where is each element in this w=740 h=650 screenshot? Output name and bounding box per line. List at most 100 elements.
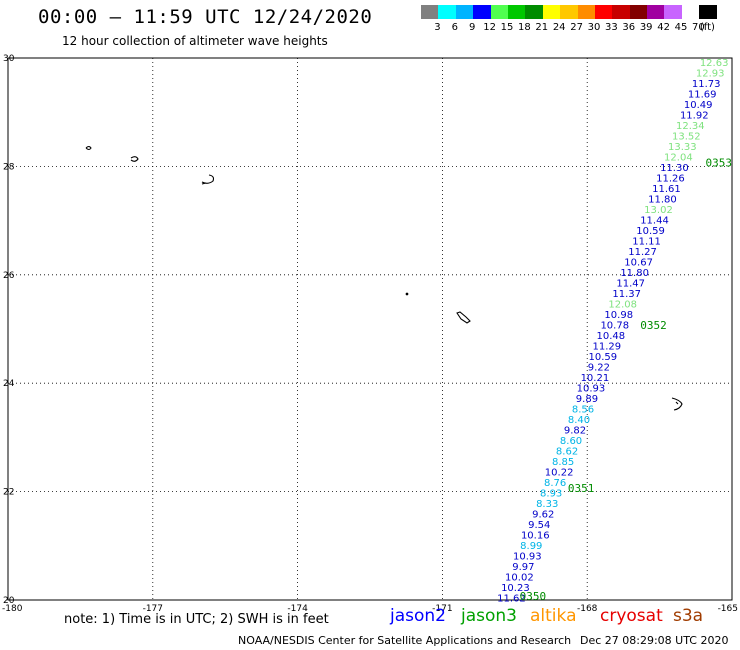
swh-value: 10.93: [577, 383, 606, 394]
credit-date: Dec 27 08:29:08 UTC 2020: [580, 634, 729, 647]
swh-value: 8.62: [556, 446, 578, 457]
legend-swatch: [647, 5, 665, 19]
legend-swatch: [664, 5, 682, 19]
legend-swatch: [421, 5, 439, 19]
swh-value: 11.44: [640, 215, 669, 226]
lon-tick-label: -174: [287, 604, 308, 614]
swh-value: 9.97: [512, 562, 534, 573]
legend-label: (ft): [699, 22, 715, 33]
satellite-s3a: s3a: [673, 606, 704, 626]
swh-value: 11.27: [628, 247, 657, 258]
legend-swatch: [525, 5, 543, 19]
time-label: 0353: [705, 157, 732, 170]
swh-value: 11.61: [652, 184, 681, 195]
lat-tick-label: 28: [3, 162, 15, 172]
lat-tick-label: 22: [3, 488, 14, 498]
swh-value: 11.11: [632, 236, 661, 247]
swh-value: 10.16: [521, 530, 550, 541]
legend-label: 9: [469, 22, 476, 33]
swh-value: 10.78: [600, 320, 629, 331]
swh-value: 11.30: [660, 163, 689, 174]
swh-value: 8.40: [568, 415, 590, 426]
swh-value: 10.49: [684, 100, 713, 111]
satellite-altika: altika: [530, 606, 577, 626]
swh-value: 12.04: [664, 152, 693, 163]
legend-swatch: [629, 5, 648, 19]
swh-value: 13.33: [668, 142, 697, 153]
swh-value: 10.02: [505, 572, 534, 583]
swh-value: 10.22: [545, 467, 574, 478]
legend-swatches: [421, 5, 717, 19]
legend-label: 45: [674, 22, 688, 33]
page-title: 00:00 – 11:59 UTC 12/24/2020: [38, 6, 373, 28]
legend-swatch: [560, 5, 578, 19]
time-labels: 0353 0352 0351 0350: [520, 157, 732, 604]
legend-label: 42: [657, 22, 670, 33]
legend-swatch: [594, 5, 613, 19]
swh-value: 9.82: [564, 425, 586, 436]
lon-tick-label: -165: [718, 604, 738, 614]
island-outline: [85, 145, 92, 151]
legend-swatch: [490, 5, 508, 19]
time-label: 0351: [568, 482, 595, 495]
legend-swatch: [542, 5, 561, 19]
footer-note: note: 1) Time is in UTC; 2) SWH is in fe…: [64, 612, 329, 627]
legend-label: 27: [570, 22, 583, 33]
island-outlines: [85, 145, 683, 411]
lon-tick-label: -180: [2, 604, 23, 614]
swh-value: 8.93: [540, 488, 562, 499]
swh-value: 9.54: [528, 520, 550, 531]
page-subtitle: 12 hour collection of altimeter wave hei…: [62, 34, 328, 48]
swh-value: 9.62: [532, 509, 554, 520]
satellite-cryosat: cryosat: [600, 606, 663, 626]
map-frame: [7, 57, 733, 601]
legend-swatch: [473, 5, 491, 19]
island-outline: [671, 397, 683, 411]
lon-tick-label: -177: [143, 604, 163, 614]
lat-tick-label: 20: [3, 596, 15, 606]
swh-value: 9.22: [588, 362, 610, 373]
legend-label: 18: [518, 22, 531, 33]
swh-value: 12.08: [608, 299, 637, 310]
legend-label: 3: [434, 22, 441, 33]
swh-value: 10.21: [581, 373, 610, 384]
legend-label: 15: [500, 22, 514, 33]
swh-value: 11.69: [688, 89, 717, 100]
altimeter-track: 12.6312.9311.7311.6910.4911.9212.3413.52…: [497, 58, 728, 604]
credit-line: NOAA/NESDIS Center for Satellite Applica…: [238, 634, 572, 647]
lat-tick-label: 26: [3, 271, 15, 281]
legend-swatch: [699, 5, 717, 19]
legend-label: 24: [552, 22, 566, 33]
swh-value: 12.34: [676, 121, 705, 132]
legend-label: 36: [622, 22, 636, 33]
swh-value: 11.73: [692, 79, 721, 90]
satellite-jason3: jason3: [461, 606, 517, 626]
time-label: 0350: [520, 590, 547, 603]
swh-value: 11.47: [616, 278, 645, 289]
legend-swatch: [681, 5, 700, 19]
lat-tick-label: 30: [3, 54, 15, 64]
legend-label: 33: [605, 22, 618, 33]
island-outline: [201, 174, 215, 185]
legend-label: 30: [587, 22, 601, 33]
swh-value: 8.99: [520, 541, 542, 552]
swh-value: 8.76: [544, 478, 566, 489]
swh-value: 11.92: [680, 110, 709, 121]
swh-value: 10.48: [596, 331, 625, 342]
time-label: 0352: [640, 319, 667, 332]
legend-swatch: [577, 5, 595, 19]
island-outline: [456, 311, 471, 324]
swh-value: 10.98: [604, 310, 633, 321]
swh-value: 11.62: [497, 593, 526, 604]
swh-value: 11.80: [648, 194, 677, 205]
legend-label: 21: [535, 22, 549, 33]
swh-value: 10.23: [501, 583, 530, 594]
swh-value: 11.80: [620, 268, 649, 279]
swh-value: 12.63: [700, 58, 729, 69]
island-outline: [130, 156, 139, 162]
axis-labels: -180 -177 -174 -171 -168 -165 30 28 26 24 22 20: [2, 54, 738, 614]
swh-value: 10.67: [624, 257, 653, 268]
swh-value: 12.93: [696, 68, 725, 79]
swh-value: 8.33: [536, 499, 558, 510]
